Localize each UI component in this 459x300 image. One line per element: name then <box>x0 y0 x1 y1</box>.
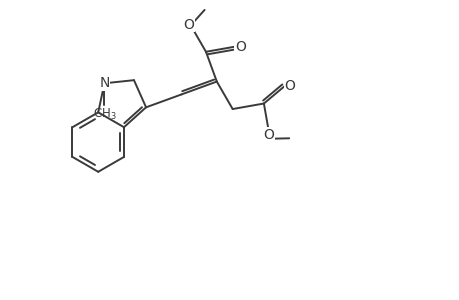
Text: O: O <box>234 40 245 54</box>
Text: N: N <box>99 76 109 90</box>
Text: CH$_3$: CH$_3$ <box>92 107 116 122</box>
Text: O: O <box>263 128 274 142</box>
Text: O: O <box>183 18 194 32</box>
Text: O: O <box>284 79 295 93</box>
